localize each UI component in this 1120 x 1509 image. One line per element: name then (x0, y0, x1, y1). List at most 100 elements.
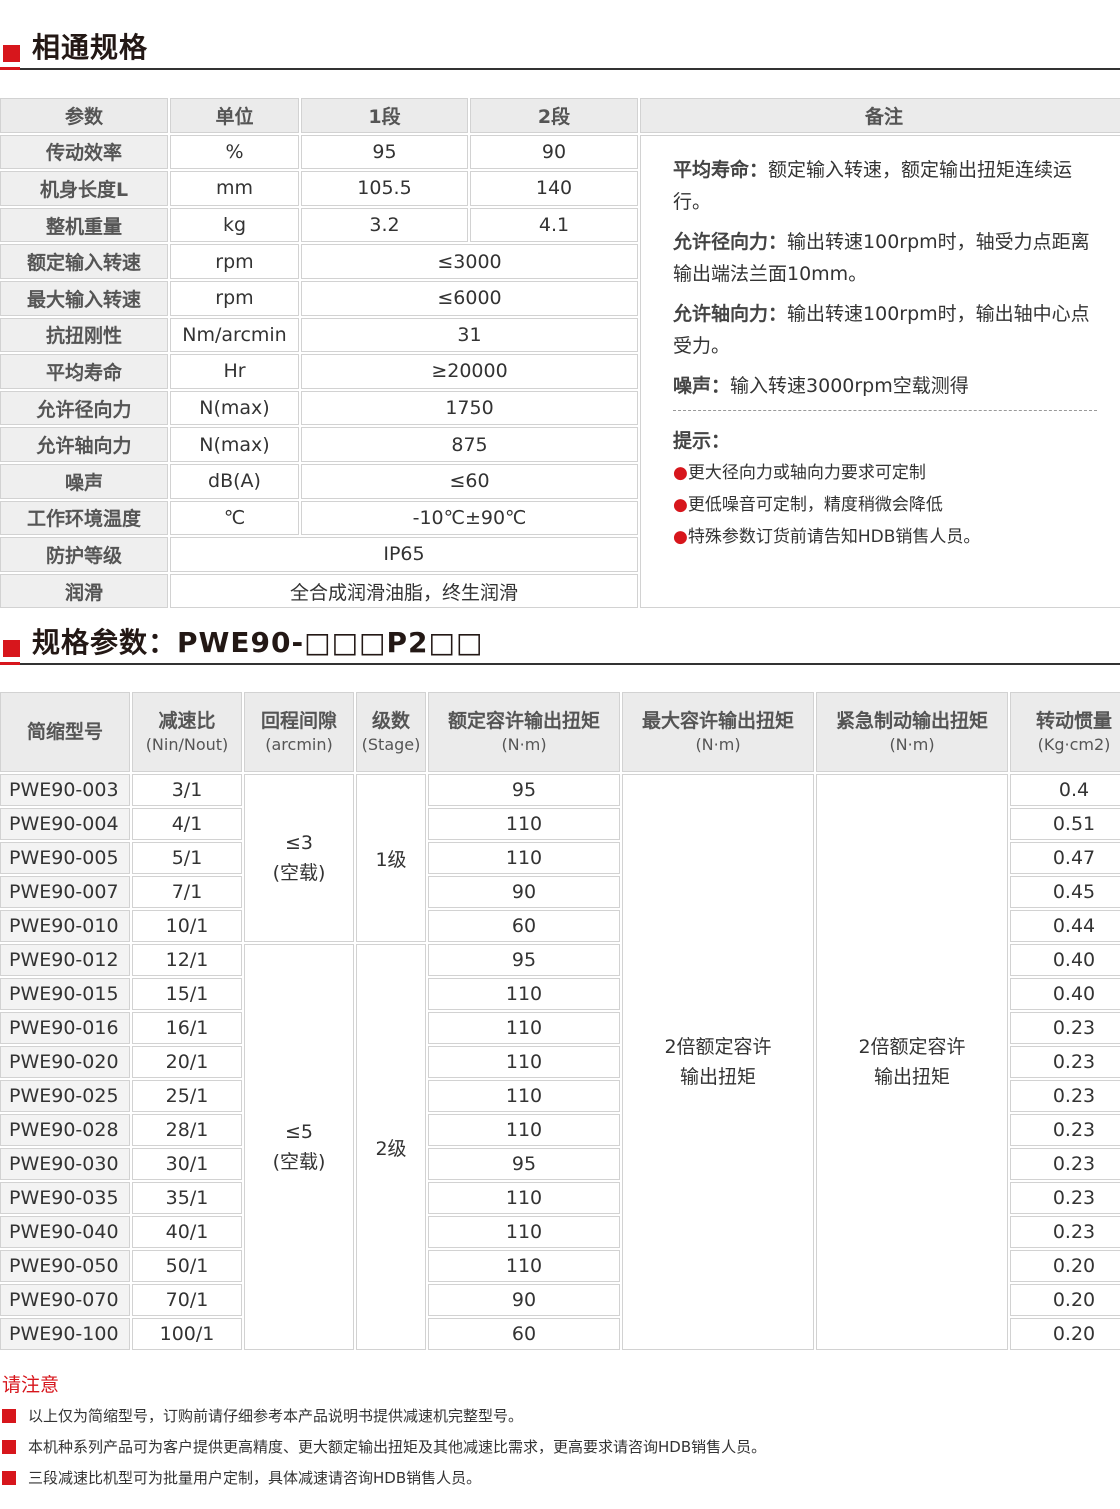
table-row: PWE90-040 40/1 110 0.23 (0, 1216, 1120, 1248)
rated-torque-cell: 110 (428, 1114, 620, 1146)
remark-label: 允许径向力： (673, 230, 788, 253)
ratio-cell: 15/1 (132, 978, 242, 1010)
inertia-cell: 0.23 (1010, 1114, 1120, 1146)
header-unit: (Stage) (361, 735, 421, 754)
notice-title: 请注意 (2, 1374, 60, 1396)
rated-torque-cell: 110 (428, 978, 620, 1010)
value-cell: 31 (301, 317, 638, 353)
header-title: 减速比 (158, 710, 216, 732)
inertia-cell: 0.20 (1010, 1250, 1120, 1282)
table-row: 机身长度L mm 105.5 140 (0, 171, 1120, 206)
param-label: 最大输入转速 (0, 280, 168, 316)
param-label: 允许径向力 (0, 390, 168, 426)
unit-cell: kg (170, 207, 299, 243)
remark-item: 噪声：输入转速3000rpm空载测得 (673, 370, 1097, 402)
table-row: 平均寿命 Hr ≥20000 (0, 354, 1120, 389)
table-row: PWE90-020 20/1 110 0.23 (0, 1046, 1120, 1078)
table-row: PWE90-010 10/1 60 0.44 (0, 910, 1120, 942)
inertia-cell: 0.45 (1010, 876, 1120, 908)
notice-text: 本机种系列产品可为客户提供更高精度、更大额定输出扭矩及其他减速比需求，更高要求请… (28, 1438, 767, 1456)
stage1-value: 95 (301, 134, 468, 170)
param-label: 额定输入转速 (0, 244, 168, 279)
section-header-spec: 规格参数：PWE90-□□□P2□□ (0, 625, 1120, 665)
unit-cell: ℃ (170, 500, 299, 536)
column-header: 备注 (640, 98, 1120, 133)
table-row: 工作环境温度 ℃ -10℃±90℃ (0, 500, 1120, 536)
unit-cell: % (170, 134, 299, 170)
merged-text: 2倍额定容许 (858, 1036, 966, 1058)
table-row: 噪声 dB(A) ≤60 (0, 463, 1120, 499)
header-unit: (Kg·cm2) (1037, 735, 1111, 754)
rated-torque-cell: 110 (428, 842, 620, 874)
ratio-cell: 7/1 (132, 876, 242, 908)
remark-item: 允许径向力：输出转速100rpm时，轴受力点距离输出端法兰面10mm。 (673, 226, 1097, 290)
inertia-cell: 0.47 (1010, 842, 1120, 874)
spec-parameter-table: 简缩型号 减速比 (Nin/Nout) 回程间隙 (arcmin) 级数 (Stage) 额定… (0, 690, 1120, 1352)
unit-cell: Hr (170, 354, 299, 389)
stage2-value: 4.1 (470, 207, 638, 243)
header-title: 级数 (371, 710, 410, 732)
notice-text: 三段减速比机型可为批量用户定制，具体减速请咨询HDB销售人员。 (28, 1469, 482, 1487)
inertia-cell: 0.23 (1010, 1046, 1120, 1078)
accent-line (0, 67, 20, 70)
value-cell: ≥20000 (301, 354, 638, 389)
model-cell: PWE90-012 (0, 944, 130, 976)
backlash-condition: (空载) (272, 1151, 326, 1173)
rated-torque-cell: 110 (428, 1182, 620, 1214)
remark-label: 噪声： (673, 374, 731, 397)
header-unit: (arcmin) (265, 735, 333, 754)
header-title: 转动惯量 (1035, 710, 1112, 732)
unit-cell: mm (170, 171, 299, 206)
backlash-cell: ≤5 (空载) (244, 944, 354, 1350)
ratio-cell: 50/1 (132, 1250, 242, 1282)
model-cell: PWE90-015 (0, 978, 130, 1010)
ratio-cell: 12/1 (132, 944, 242, 976)
model-cell: PWE90-028 (0, 1114, 130, 1146)
merged-text: 2倍额定容许 (664, 1036, 772, 1058)
column-header: 简缩型号 (0, 692, 130, 772)
table-row: PWE90-004 4/1 110 0.51 (0, 808, 1120, 840)
table-row: PWE90-070 70/1 90 0.20 (0, 1284, 1120, 1316)
dashed-divider (673, 409, 1097, 411)
backlash-value: ≤5 (284, 1121, 313, 1143)
model-cell: PWE90-040 (0, 1216, 130, 1248)
value-cell: 875 (301, 427, 638, 462)
model-cell: PWE90-070 (0, 1284, 130, 1316)
inertia-cell: 0.44 (1010, 910, 1120, 942)
merged-text: 输出扭矩 (679, 1066, 756, 1088)
column-header: 回程间隙 (arcmin) (244, 692, 354, 772)
value-cell: -10℃±90℃ (301, 500, 638, 536)
model-cell: PWE90-010 (0, 910, 130, 942)
param-label: 工作环境温度 (0, 500, 168, 536)
model-cell: PWE90-020 (0, 1046, 130, 1078)
header-title: 额定容许输出扭矩 (447, 710, 600, 732)
column-header: 最大容许输出扭矩 (N·m) (622, 692, 814, 772)
remark-text: 输入转速3000rpm空载测得 (730, 374, 969, 397)
red-square-icon (3, 45, 20, 62)
remark-label: 允许轴向力： (673, 302, 788, 325)
remark-item: 平均寿命：额定输入转速，额定输出扭矩连续运行。 (673, 154, 1097, 218)
ratio-cell: 40/1 (132, 1216, 242, 1248)
table-row: PWE90-012 12/1 ≤5 (空载) 2级 95 0.40 (0, 944, 1120, 1350)
param-label: 平均寿命 (0, 354, 168, 389)
param-label: 机身长度L (0, 171, 168, 206)
rated-torque-cell: 110 (428, 1216, 620, 1248)
ratio-cell: 4/1 (132, 808, 242, 840)
inertia-cell: 0.4 (1010, 774, 1120, 806)
column-header: 减速比 (Nin/Nout) (132, 692, 242, 772)
tip-text: 更低噪音可定制，精度稍微会降低 (687, 494, 943, 515)
inertia-cell: 0.23 (1010, 1182, 1120, 1214)
column-header: 转动惯量 (Kg·cm2) (1010, 692, 1120, 772)
rated-torque-cell: 110 (428, 1080, 620, 1112)
value-cell: ≤3000 (301, 244, 638, 279)
param-label: 抗扭刚性 (0, 317, 168, 353)
inertia-cell: 0.20 (1010, 1318, 1120, 1350)
merged-text: 输出扭矩 (873, 1066, 950, 1088)
rated-torque-cell: 110 (428, 1046, 620, 1078)
table-row: PWE90-015 15/1 110 0.40 (0, 978, 1120, 1010)
inertia-cell: 0.40 (1010, 944, 1120, 976)
stage-cell: 2级 (356, 944, 426, 1350)
model-cell: PWE90-005 (0, 842, 130, 874)
ratio-cell: 30/1 (132, 1148, 242, 1180)
table-row: PWE90-028 28/1 110 0.23 (0, 1114, 1120, 1146)
